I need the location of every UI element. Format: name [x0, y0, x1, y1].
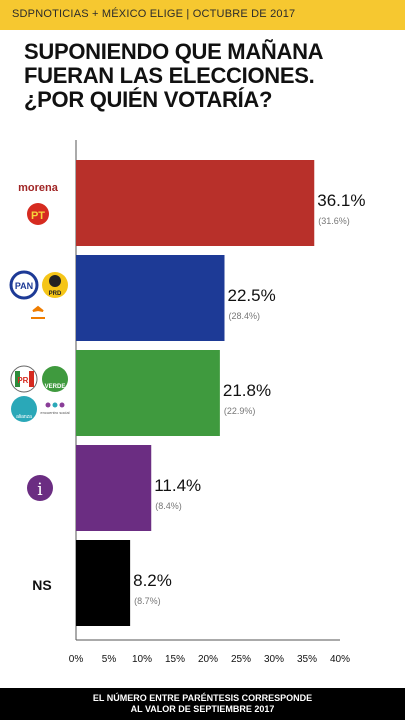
- morena-logo: morena: [18, 182, 59, 194]
- movimiento-ciudadano-icon: [31, 305, 45, 319]
- pan-prd-mc-logo-group: PAN PRD: [9, 270, 68, 319]
- bar-chart: 36.1% (31.6%) 22.5% (28.4%) 21.8% (22.9%) 11.4…: [9, 140, 365, 665]
- bar-4: [76, 445, 152, 531]
- x-tick-label-20: 20%: [198, 654, 218, 665]
- info-icon: [27, 475, 53, 501]
- x-tick-label-40: 40%: [330, 654, 350, 665]
- value-label-3: 21.8%: [223, 381, 271, 400]
- independiente-logo-group: i: [27, 475, 53, 501]
- value-label-5: 8.2%: [133, 571, 172, 590]
- nueva-alianza-logo-icon: [11, 396, 37, 422]
- morena-pt-logo-group: morena PT: [18, 182, 59, 225]
- header-bar: SDPNOTICIAS + MÉXICO ELIGE | OCTUBRE DE …: [0, 0, 405, 30]
- encuentro-logo-text: encuentro social: [40, 410, 69, 415]
- value-label-1: 36.1%: [317, 191, 365, 210]
- title-line-3: ¿POR QUIÉN VOTARÍA?: [24, 87, 273, 112]
- independiente-logo-text: i: [37, 480, 43, 500]
- x-ticks-group: 0% 5% 10% 15% 20% 25% 30% 35% 40%: [69, 654, 350, 665]
- previous-label-2: (28.4%): [229, 311, 261, 321]
- bars-group: 36.1% (31.6%) 22.5% (28.4%) 21.8% (22.9%) 11.4…: [76, 160, 365, 626]
- x-tick-label-10: 10%: [132, 654, 152, 665]
- chart-title: SUPONIENDO QUE MAÑANA FUERAN LAS ELECCIO…: [24, 40, 394, 112]
- bar-3: [76, 350, 220, 436]
- x-tick-label-15: 15%: [165, 654, 185, 665]
- bar-5: [76, 540, 131, 626]
- pri-verde-alianza-es-logo-group: PRI VERDE alianza encuentro social: [10, 365, 70, 422]
- title-line-1: SUPONIENDO QUE MAÑANA: [24, 39, 324, 64]
- footer-line-1: EL NÚMERO ENTRE PARÉNTESIS CORRESPONDE: [92, 693, 313, 703]
- encuentro-dot-1: [45, 402, 51, 408]
- pt-logo-text: PT: [31, 210, 45, 222]
- previous-label-5: (8.7%): [134, 596, 161, 606]
- bar-2: [76, 255, 225, 341]
- nueva-alianza-logo-text: alianza: [16, 414, 32, 420]
- encuentro-dot-2: [52, 402, 58, 408]
- ns-label: NS: [32, 577, 51, 593]
- x-tick-label-25: 25%: [231, 654, 251, 665]
- previous-label-3: (22.9%): [224, 406, 256, 416]
- pan-logo-icon: [9, 270, 39, 300]
- pt-logo-icon: [27, 203, 49, 225]
- pri-green-stripe: [15, 371, 20, 387]
- x-tick-label-35: 35%: [297, 654, 317, 665]
- encuentro-dot-3: [59, 402, 65, 408]
- previous-label-4: (8.4%): [155, 501, 182, 511]
- value-label-2: 22.5%: [228, 286, 276, 305]
- verde-logo-text: VERDE: [45, 384, 66, 390]
- source-label: SDPNOTICIAS + MÉXICO ELIGE | OCTUBRE DE …: [12, 8, 296, 20]
- x-tick-label-0: 0%: [69, 654, 84, 665]
- x-tick-label-5: 5%: [102, 654, 117, 665]
- prd-logo-text: PRD: [49, 291, 62, 297]
- footer-note: EL NÚMERO ENTRE PARÉNTESIS CORRESPONDE A…: [0, 688, 405, 720]
- pri-logo-text: PRI: [17, 376, 30, 385]
- verde-logo-icon: [42, 366, 68, 392]
- pri-red-stripe: [29, 371, 34, 387]
- x-tick-label-30: 30%: [264, 654, 284, 665]
- pan-logo-text: PAN: [15, 281, 33, 291]
- title-line-2: FUERAN LAS ELECCIONES.: [24, 63, 315, 88]
- previous-label-1: (31.6%): [318, 216, 350, 226]
- bar-1: [76, 160, 315, 246]
- value-label-4: 11.4%: [154, 476, 201, 495]
- footer-line-2: AL VALOR DE SEPTIEMBRE 2017: [130, 704, 275, 714]
- prd-sun-icon: [49, 275, 61, 287]
